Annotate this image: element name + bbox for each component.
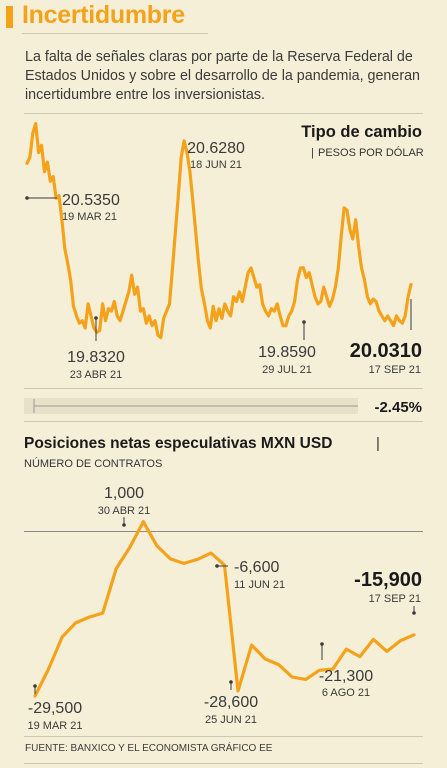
speculative-positions-chart: Posiciones netas especulativas MXN USD |… <box>24 435 423 737</box>
annotation-date: 17 SEP 21 <box>369 364 421 376</box>
chart1-point-marker <box>302 320 306 324</box>
annotation-value: 1,000 <box>104 485 144 502</box>
title-underline <box>22 33 208 34</box>
chart2-point-marker <box>215 564 219 568</box>
chart1-title: Tipo de cambio <box>301 123 422 141</box>
annotation-value: -21,300 <box>319 668 373 685</box>
positions-series-line <box>33 520 416 698</box>
annotation-value: -28,600 <box>204 694 258 711</box>
annotation-date: 11 JUN 21 <box>234 579 285 591</box>
page-subtitle: La falta de señales claras por parte de … <box>25 49 420 103</box>
chart2-point-marker <box>412 611 416 615</box>
title-accent-bar <box>6 6 13 28</box>
annotation-value-latest: -15,900 <box>354 569 422 591</box>
chart2-title-separator: | <box>376 435 380 452</box>
annotation-date: 23 ABR 21 <box>70 369 123 381</box>
chart2-title: Posiciones netas especulativas MXN USD <box>24 435 332 452</box>
chart1-point-marker <box>94 316 98 320</box>
chart1-point-marker <box>25 196 29 200</box>
annotation-date: 19 MAR 21 <box>27 720 82 732</box>
annotation-date: 29 JUL 21 <box>262 364 312 376</box>
annotation-value: -29,500 <box>28 700 82 717</box>
chart1-subtitle-separator: | <box>311 147 314 159</box>
source-footer: FUENTE: BANXICO Y EL ECONOMISTA GRÁFICO … <box>25 741 273 754</box>
annotation-date: 18 JUN 21 <box>190 159 242 171</box>
exchange-rate-series-line <box>25 121 413 340</box>
annotation-date: 19 MAR 21 <box>62 211 117 223</box>
chart2-point-marker <box>320 642 324 646</box>
change-percentage: -2.45% <box>374 399 422 416</box>
annotation-value: 19.8590 <box>258 344 316 361</box>
annotation-date: 30 ABR 21 <box>98 505 151 517</box>
annotation-date: 25 JUN 21 <box>205 714 257 726</box>
annotation-value: -6,600 <box>234 559 279 576</box>
annotation-value: 20.5350 <box>62 192 120 209</box>
chart2-point-marker <box>33 684 37 688</box>
chart2-point-marker <box>122 523 126 527</box>
annotation-value: 19.8320 <box>67 349 125 366</box>
annotation-value-latest: 20.0310 <box>350 340 422 362</box>
annotation-value: 20.6280 <box>187 140 245 157</box>
annotation-date: 17 SEP 21 <box>369 593 421 605</box>
chart2-point-marker <box>229 680 233 684</box>
chart1-subtitle: PESOS POR DÓLAR <box>318 146 424 159</box>
page-title: Incertidumbre <box>22 1 185 29</box>
exchange-rate-chart: Tipo de cambio | PESOS POR DÓLAR 20.5350… <box>24 113 424 422</box>
chart2-subtitle: NÚMERO DE CONTRATOS <box>24 457 162 470</box>
annotation-date: 6 AGO 21 <box>322 687 370 699</box>
